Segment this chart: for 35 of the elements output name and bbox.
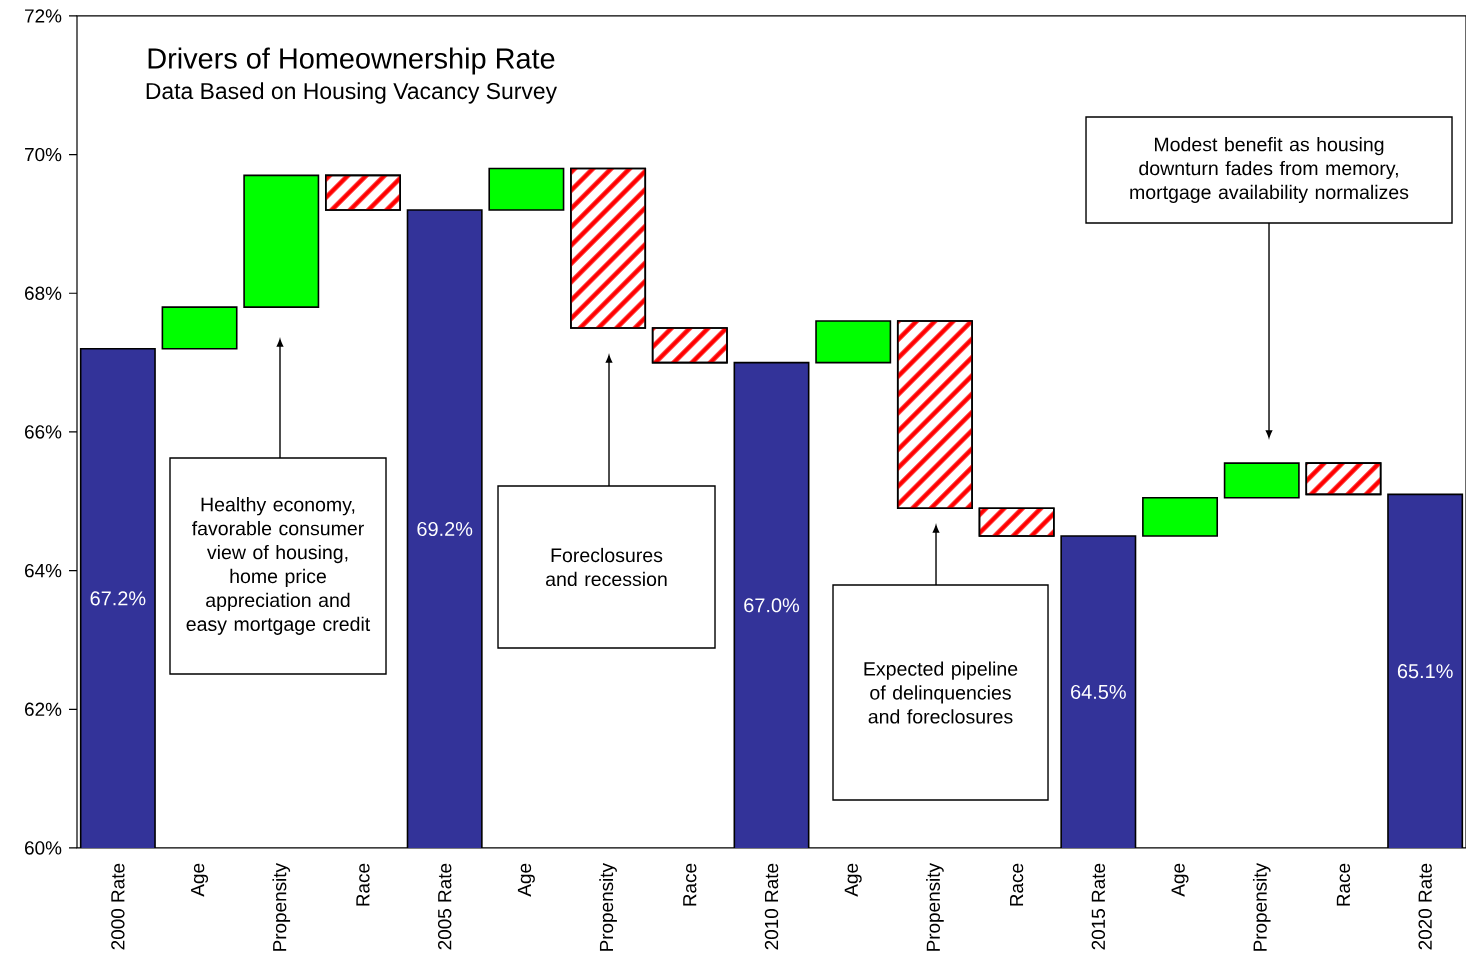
text: Drivers of Homeownership Rate	[148, 47, 555, 75]
x-tick-label: 2005 Rate	[437, 863, 452, 950]
annotation: Foreclosures and recession	[546, 547, 667, 587]
x-tick-label: Race	[1010, 863, 1024, 906]
data-label: 67.0%	[744, 598, 800, 613]
x-tick-label: Propensity	[1252, 863, 1271, 951]
y-tick-label: 66%	[25, 425, 62, 439]
x-tick-label: Race	[1336, 863, 1351, 906]
x-tick-label: Propensity	[272, 863, 291, 951]
y-tick-label: 60%	[25, 841, 62, 855]
x-tick-label: Propensity	[599, 863, 617, 951]
y-tick-label: 72%	[25, 9, 62, 23]
x-tick-label: 2015 Rate	[1091, 863, 1106, 950]
x-tick-label: 2010 Rate	[764, 863, 779, 950]
y-tick-label: 64%	[25, 563, 62, 578]
data-label: 67.2%	[90, 591, 146, 606]
y-tick-label: 62%	[25, 702, 62, 716]
x-tick-label: 2020 Rate	[1418, 863, 1432, 950]
x-tick-label: Age	[517, 863, 535, 897]
annotation: Modest benefit as housing downturn fades from memory, mortgage availability normalizes	[1130, 136, 1409, 204]
x-tick-label: Propensity	[926, 863, 944, 951]
x-tick-label: Race	[683, 863, 697, 906]
x-tick-label: Age	[844, 863, 862, 897]
y-tick-label: 70%	[25, 147, 62, 162]
data-label: 64.5%	[1071, 684, 1126, 699]
data-label: 65.1%	[1397, 664, 1453, 679]
annotation: Healthy economy, favorable consumer view of housing, home price appreciation and easy mortgage credit	[186, 497, 371, 635]
y-tick-label: 68%	[25, 286, 62, 300]
data-label: 69.2%	[417, 521, 473, 537]
text: Data Based on Housing Vacancy Survey	[146, 82, 557, 104]
x-tick-label: Age	[191, 863, 209, 897]
x-tick-label: Age	[1171, 863, 1189, 897]
x-tick-label: Race	[356, 863, 370, 906]
annotation: Expected pipeline of delinquencies and foreclosures	[864, 661, 1018, 724]
x-tick-label: 2000 Rate	[111, 863, 125, 950]
